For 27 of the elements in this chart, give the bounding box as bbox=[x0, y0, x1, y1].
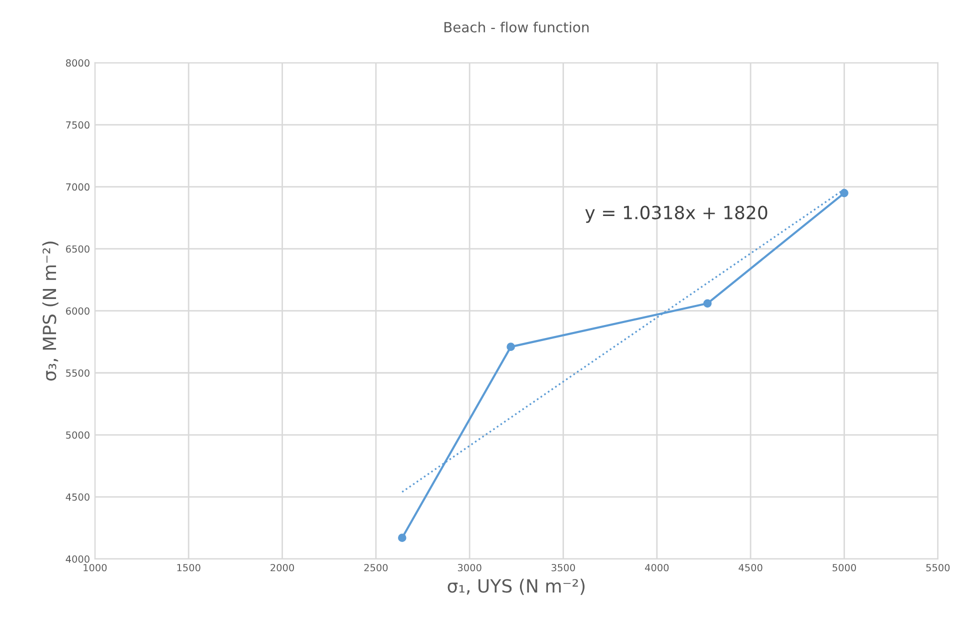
point bbox=[398, 534, 406, 542]
y-tick-label: 6500 bbox=[66, 245, 90, 253]
x-tick-label: 4000 bbox=[645, 564, 669, 572]
point bbox=[506, 342, 515, 351]
point bbox=[840, 188, 848, 198]
y-tick-label: 5000 bbox=[66, 431, 90, 439]
point bbox=[703, 299, 712, 308]
x-tick-label: 4500 bbox=[738, 564, 762, 572]
x-tick-label: 5000 bbox=[832, 564, 856, 572]
y-tick-label: 4500 bbox=[66, 493, 90, 501]
x-tick-label: 3500 bbox=[552, 564, 575, 572]
x-tick-label: 1500 bbox=[177, 564, 200, 572]
y-tick-label: 7000 bbox=[66, 183, 90, 191]
x-tick-label: 2500 bbox=[364, 564, 388, 572]
y-tick-label: 8000 bbox=[66, 59, 90, 67]
y-tick-label: 5500 bbox=[66, 369, 90, 377]
y-axis-title: σ₃, MPS (N m⁻²) bbox=[42, 242, 58, 381]
annotation: y = 1.0318x + 1820 bbox=[585, 206, 768, 223]
x-tick-label: 5500 bbox=[926, 564, 950, 572]
x-tick-label: 1000 bbox=[84, 564, 107, 572]
x-tick-label: 3000 bbox=[458, 564, 482, 572]
y-tick-label: 7500 bbox=[66, 121, 90, 129]
chart-title: Beach - flow function bbox=[444, 22, 589, 32]
x-axis-title: σ₁, UYS (N m⁻²) bbox=[448, 578, 585, 595]
x-tick-label: 2000 bbox=[270, 564, 294, 572]
y-tick-label: 6000 bbox=[66, 307, 90, 315]
y-tick-label: 4000 bbox=[66, 555, 90, 563]
